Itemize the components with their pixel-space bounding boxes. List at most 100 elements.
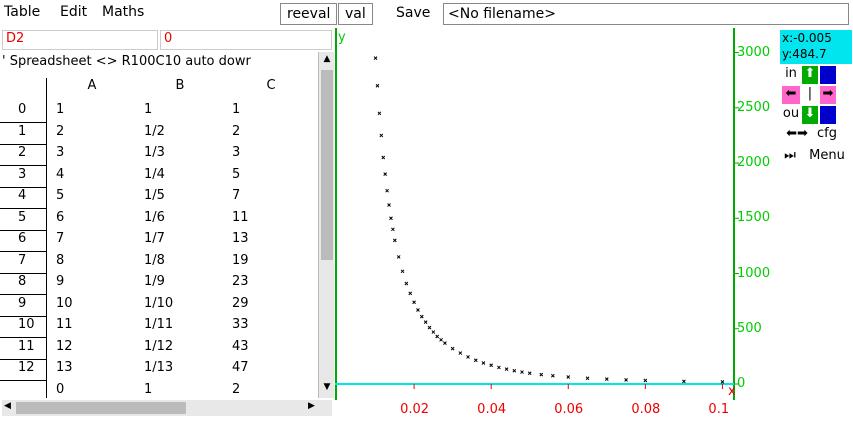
cell-c[interactable]: 19 <box>232 252 249 268</box>
cell-b[interactable]: 1/4 <box>144 166 165 182</box>
right-arrow-icon[interactable]: ➡ <box>820 86 836 104</box>
column-header-b[interactable]: B <box>175 78 185 93</box>
plot-canvas[interactable] <box>335 28 755 424</box>
data-point <box>481 361 486 365</box>
column-header-a[interactable]: A <box>87 78 97 93</box>
cell-a[interactable]: 5 <box>56 188 65 203</box>
menu-button[interactable]: Menu <box>809 148 845 163</box>
data-point <box>624 378 628 382</box>
data-point <box>377 111 382 116</box>
cell-b[interactable]: 1/10 <box>144 295 174 311</box>
scroll-left-arrow-icon[interactable]: ◀ <box>4 401 11 411</box>
cell-b[interactable]: 1/8 <box>144 252 165 268</box>
cell-b[interactable]: 1/2 <box>144 123 165 139</box>
row-header[interactable]: 11 <box>0 339 46 360</box>
cell-value-field[interactable]: 0 <box>160 30 332 50</box>
vertical-scrollbar[interactable]: ▲ ▼ <box>318 52 334 398</box>
reeval-button[interactable]: reeval <box>280 3 338 25</box>
cell-a[interactable]: 11 <box>56 317 73 332</box>
cell-b[interactable]: 1 <box>144 102 153 117</box>
scroll-up-arrow-icon[interactable]: ▲ <box>323 54 331 64</box>
cell-c[interactable]: 23 <box>232 274 249 289</box>
cell-c[interactable]: 2 <box>232 123 241 139</box>
cell-a[interactable]: 3 <box>56 145 65 160</box>
val-button[interactable]: val <box>338 3 373 25</box>
row-header[interactable]: 6 <box>0 231 46 252</box>
cell-b[interactable]: 1/7 <box>144 231 165 246</box>
row-header[interactable]: 10 <box>0 317 46 338</box>
vertical-scroll-thumb[interactable] <box>321 70 333 260</box>
cell-c[interactable]: 33 <box>232 317 249 332</box>
left-right-arrows-icon[interactable]: ⬅➡ <box>786 126 808 141</box>
data-point <box>458 351 463 355</box>
cell-c[interactable]: 5 <box>232 166 241 182</box>
save-button[interactable]: Save <box>390 3 437 25</box>
cell-c[interactable]: 43 <box>232 338 249 354</box>
cell-a[interactable]: 10 <box>56 295 73 311</box>
horizontal-scroll-thumb[interactable] <box>16 402 186 414</box>
cfg-button[interactable]: cfg <box>817 126 837 141</box>
row-header[interactable]: 3 <box>0 167 46 188</box>
data-point <box>389 216 393 221</box>
cell-a[interactable]: 4 <box>56 166 65 182</box>
row-header[interactable]: 5 <box>0 210 46 231</box>
cell-reference-field[interactable]: D2 <box>2 30 158 50</box>
y-axis-label: y <box>338 30 346 45</box>
menu-table[interactable]: Table <box>4 4 41 20</box>
cell-c[interactable]: 47 <box>232 360 249 375</box>
down-arrow-icon[interactable]: ⬇ <box>802 106 818 124</box>
cell-b[interactable]: 1/3 <box>144 145 165 160</box>
row-header[interactable]: 4 <box>0 188 46 209</box>
cell-c[interactable]: 7 <box>232 188 241 203</box>
y-tick-label: 1000 <box>737 265 771 281</box>
cell-a[interactable]: 13 <box>56 360 73 375</box>
menu-maths[interactable]: Maths <box>102 4 145 20</box>
y-tick-label: 500 <box>737 320 762 336</box>
horizontal-scrollbar[interactable]: ◀ ▶ <box>2 400 332 416</box>
blue-square-icon[interactable] <box>820 66 836 84</box>
row-header[interactable]: 1 <box>0 124 46 145</box>
cell-c[interactable]: 3 <box>232 145 241 160</box>
row-header[interactable]: 12 <box>0 360 46 381</box>
scroll-right-arrow-icon[interactable]: ▶ <box>308 401 315 411</box>
row-header[interactable]: 7 <box>0 253 46 274</box>
cell-a[interactable]: 1 <box>56 102 65 117</box>
cell-a[interactable]: 9 <box>56 274 65 289</box>
skip-end-icon[interactable]: ⏭ <box>784 148 796 163</box>
cell-a[interactable]: 2 <box>56 123 65 139</box>
cell-a[interactable]: 6 <box>56 209 65 225</box>
cell-a[interactable]: 12 <box>56 338 73 354</box>
cell-c[interactable]: 11 <box>232 209 249 225</box>
data-point <box>387 203 391 207</box>
cell-b[interactable]: 1/9 <box>144 274 165 289</box>
row-header[interactable]: 2 <box>0 145 46 166</box>
row-header[interactable]: 9 <box>0 296 46 317</box>
filename-field[interactable]: <No filename> <box>443 3 849 25</box>
row-header[interactable]: 8 <box>0 274 46 295</box>
data-point <box>466 355 470 359</box>
cell-a[interactable]: 8 <box>56 252 65 268</box>
zoom-in-button[interactable]: in <box>785 66 797 81</box>
data-point <box>520 370 524 374</box>
x-tick-label: 0.06 <box>554 402 584 417</box>
cell-a[interactable]: 7 <box>56 231 65 246</box>
zoom-out-button[interactable]: ou <box>782 106 800 121</box>
pipe-button[interactable]: | <box>807 86 813 101</box>
cell-b[interactable]: 1/13 <box>144 360 174 375</box>
row-header[interactable]: 0 <box>0 102 46 123</box>
left-arrow-icon[interactable]: ⬅ <box>782 86 800 104</box>
cell-b[interactable]: 1/5 <box>144 188 165 203</box>
scroll-down-arrow-icon[interactable]: ▼ <box>323 382 331 392</box>
cell-c[interactable]: 13 <box>232 231 249 246</box>
footer-cell-b: 1 <box>144 381 153 397</box>
data-point <box>489 363 494 368</box>
blue-square-2-icon[interactable] <box>820 106 836 124</box>
column-header-c[interactable]: C <box>266 78 276 93</box>
cell-b[interactable]: 1/11 <box>144 317 174 332</box>
cell-b[interactable]: 1/12 <box>144 338 174 354</box>
cell-c[interactable]: 29 <box>232 295 249 311</box>
up-arrow-icon[interactable]: ⬆ <box>802 66 818 84</box>
cell-b[interactable]: 1/6 <box>144 209 165 225</box>
menu-edit[interactable]: Edit <box>60 4 88 20</box>
cell-c[interactable]: 1 <box>232 102 241 117</box>
